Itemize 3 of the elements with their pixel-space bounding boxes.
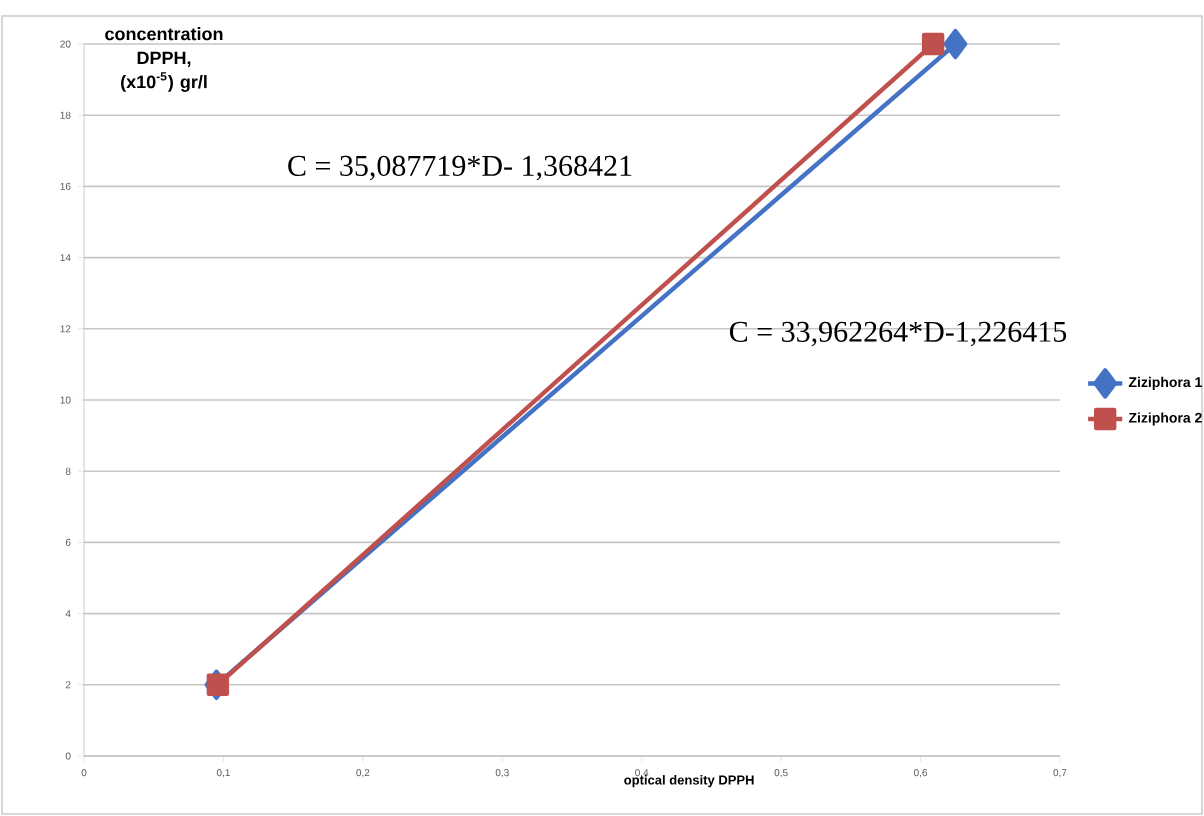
- annotation: C = 35,087719*D- 1,368421: [288, 155, 632, 181]
- annotation: C = 33,962264*D-1,226415: [729, 321, 1067, 347]
- y-axis-title: concentration DPPH, (x10$^{-5}$) gr/l: [105, 27, 223, 92]
